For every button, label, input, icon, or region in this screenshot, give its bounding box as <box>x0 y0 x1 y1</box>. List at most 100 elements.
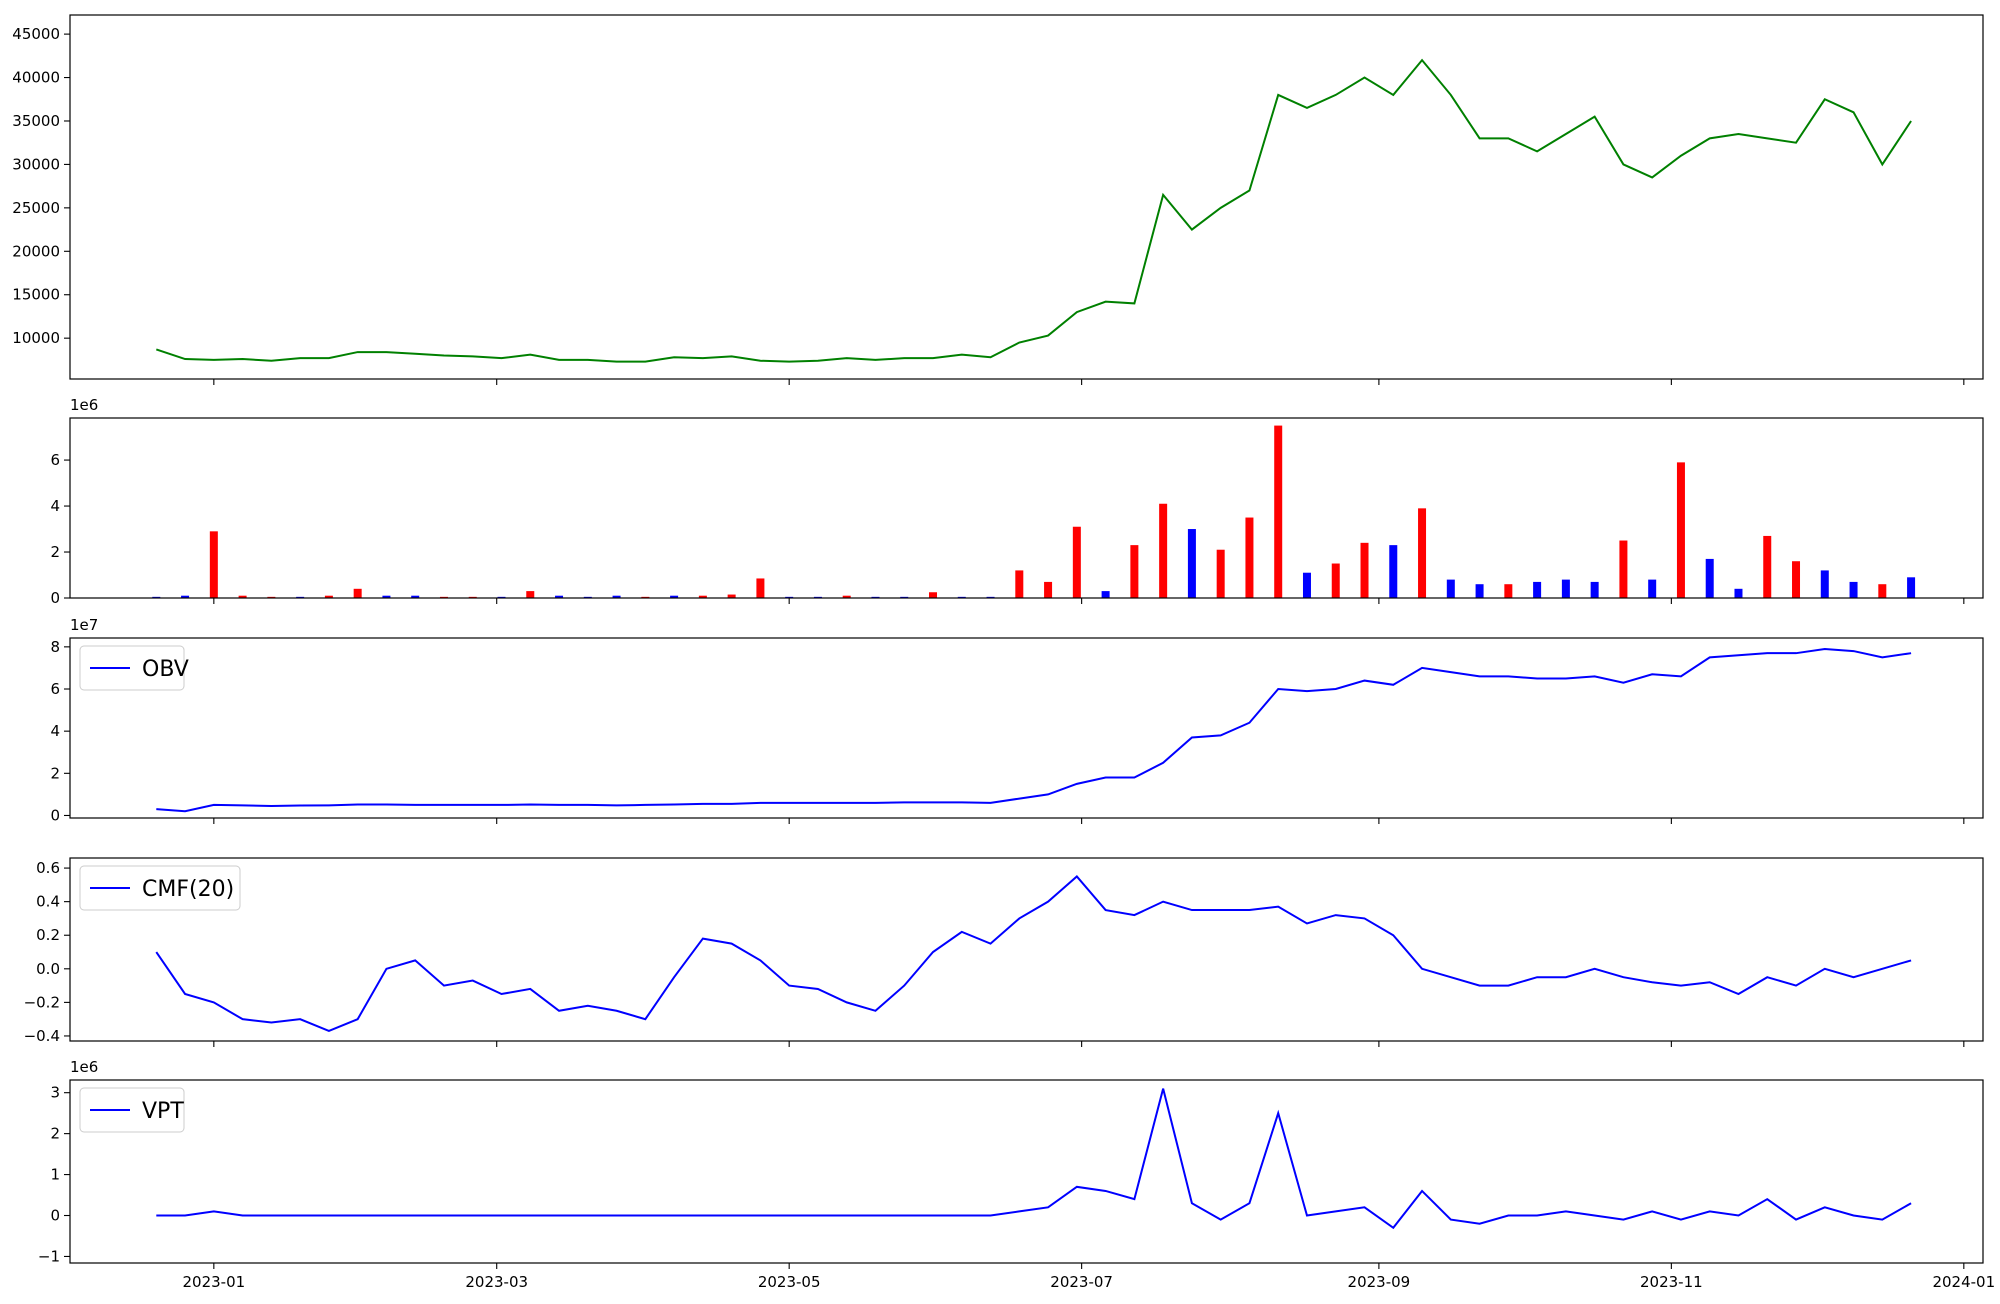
volume-bar <box>1619 540 1628 598</box>
volume-bar <box>1187 529 1196 598</box>
y-tick-label: 6 <box>50 451 60 469</box>
legend-label: OBV <box>142 657 189 682</box>
y-tick-label: 0 <box>50 589 60 607</box>
volume-bar <box>1015 570 1024 598</box>
y-tick-label: 25000 <box>12 199 60 217</box>
volume-bar <box>929 592 938 598</box>
offset-text: 1e7 <box>70 616 98 634</box>
volume-bar <box>526 591 535 598</box>
volume-bar <box>1878 584 1887 598</box>
axes-frame <box>69 14 1984 380</box>
volume-bar <box>1245 517 1254 598</box>
volume-bar <box>1849 581 1858 598</box>
volume-bar <box>842 595 851 598</box>
axes-frame <box>69 1079 1984 1264</box>
volume-bar <box>1792 561 1801 598</box>
volume-bar <box>1360 542 1369 598</box>
y-tick-label: 40000 <box>12 69 60 87</box>
volume-bar <box>1274 425 1283 598</box>
volume-bar <box>756 578 765 598</box>
y-tick-label: 4 <box>50 497 60 515</box>
volume-bar <box>555 595 564 598</box>
y-tick-label: 0.0 <box>36 960 60 978</box>
volume-bar <box>1044 581 1053 598</box>
volume-bar <box>1734 588 1743 598</box>
volume-bar <box>1676 462 1685 598</box>
volume-bar <box>1533 581 1542 598</box>
volume-bar <box>1331 563 1340 598</box>
volume-bar <box>324 595 333 598</box>
offset-text: 1e6 <box>70 1058 98 1076</box>
y-tick-label: 10000 <box>12 329 60 347</box>
axes-frame <box>69 417 1984 599</box>
series-line <box>156 647 1912 813</box>
y-tick-label: 0.4 <box>36 893 60 911</box>
volume-bar <box>1302 572 1311 598</box>
volume-bar <box>1763 535 1772 598</box>
offset-text: 1e6 <box>70 396 98 414</box>
volume-bar <box>238 595 247 598</box>
volume-bar <box>1504 584 1513 598</box>
volume-bar <box>1130 545 1139 598</box>
y-tick-label: 30000 <box>12 155 60 173</box>
y-tick-label: 20000 <box>12 242 60 260</box>
legend-label: VPT <box>142 1099 184 1124</box>
y-tick-label: 2 <box>50 1125 60 1143</box>
volume-bar <box>1389 545 1398 598</box>
legend-label: CMF(20) <box>142 877 234 902</box>
volume-bar <box>1705 558 1714 598</box>
volume-bar <box>181 595 190 598</box>
x-tick-label: 2023-01 <box>182 1273 245 1291</box>
legend-box <box>79 1087 185 1133</box>
y-tick-label: 6 <box>50 680 60 698</box>
y-tick-label: 0.2 <box>36 926 60 944</box>
volume-bar <box>1561 579 1570 598</box>
volume-bar <box>411 595 420 598</box>
axes-frame <box>69 637 1984 819</box>
y-tick-label: 2 <box>50 543 60 561</box>
y-tick-label: 15000 <box>12 286 60 304</box>
volume-bar <box>727 594 736 598</box>
volume-bar <box>1159 503 1168 598</box>
x-tick-label: 2023-03 <box>465 1273 528 1291</box>
volume-bar <box>698 595 707 598</box>
y-tick-label: 0.6 <box>36 859 60 877</box>
y-tick-label: 1 <box>50 1166 60 1184</box>
series-line <box>155 58 1912 363</box>
volume-bar <box>382 595 391 598</box>
legend-box <box>79 865 241 911</box>
series-line <box>156 1088 1912 1230</box>
x-tick-label: 2024-01 <box>1932 1273 1995 1291</box>
series-line <box>155 875 1912 1033</box>
y-tick-label: 0 <box>50 1207 60 1225</box>
x-tick-label: 2023-11 <box>1640 1273 1703 1291</box>
y-tick-label: 2 <box>50 764 60 782</box>
volume-bar <box>1101 591 1110 598</box>
legend-box <box>79 645 185 691</box>
y-tick-label: 35000 <box>12 112 60 130</box>
y-tick-label: 45000 <box>12 25 60 43</box>
y-tick-label: 4 <box>50 722 60 740</box>
volume-bar <box>209 531 218 598</box>
volume-bar <box>1820 570 1829 598</box>
volume-bar <box>670 595 679 598</box>
volume-bar <box>353 588 362 598</box>
volume-bar <box>1418 508 1427 598</box>
x-tick-label: 2023-09 <box>1348 1273 1411 1291</box>
volume-bar <box>1648 579 1657 598</box>
y-tick-label: −0.4 <box>24 1027 60 1045</box>
y-tick-label: −1 <box>38 1247 60 1265</box>
x-tick-label: 2023-07 <box>1050 1273 1113 1291</box>
volume-bar <box>612 595 621 598</box>
volume-bar <box>1907 577 1916 598</box>
volume-bar <box>1590 581 1599 598</box>
volume-bar <box>1446 579 1455 598</box>
volume-bar <box>1216 549 1225 598</box>
volume-bar <box>1475 584 1484 598</box>
volume-bar <box>1072 526 1081 598</box>
x-tick-label: 2023-05 <box>758 1273 821 1291</box>
y-tick-label: 8 <box>50 638 60 656</box>
y-tick-label: 0 <box>50 806 60 824</box>
